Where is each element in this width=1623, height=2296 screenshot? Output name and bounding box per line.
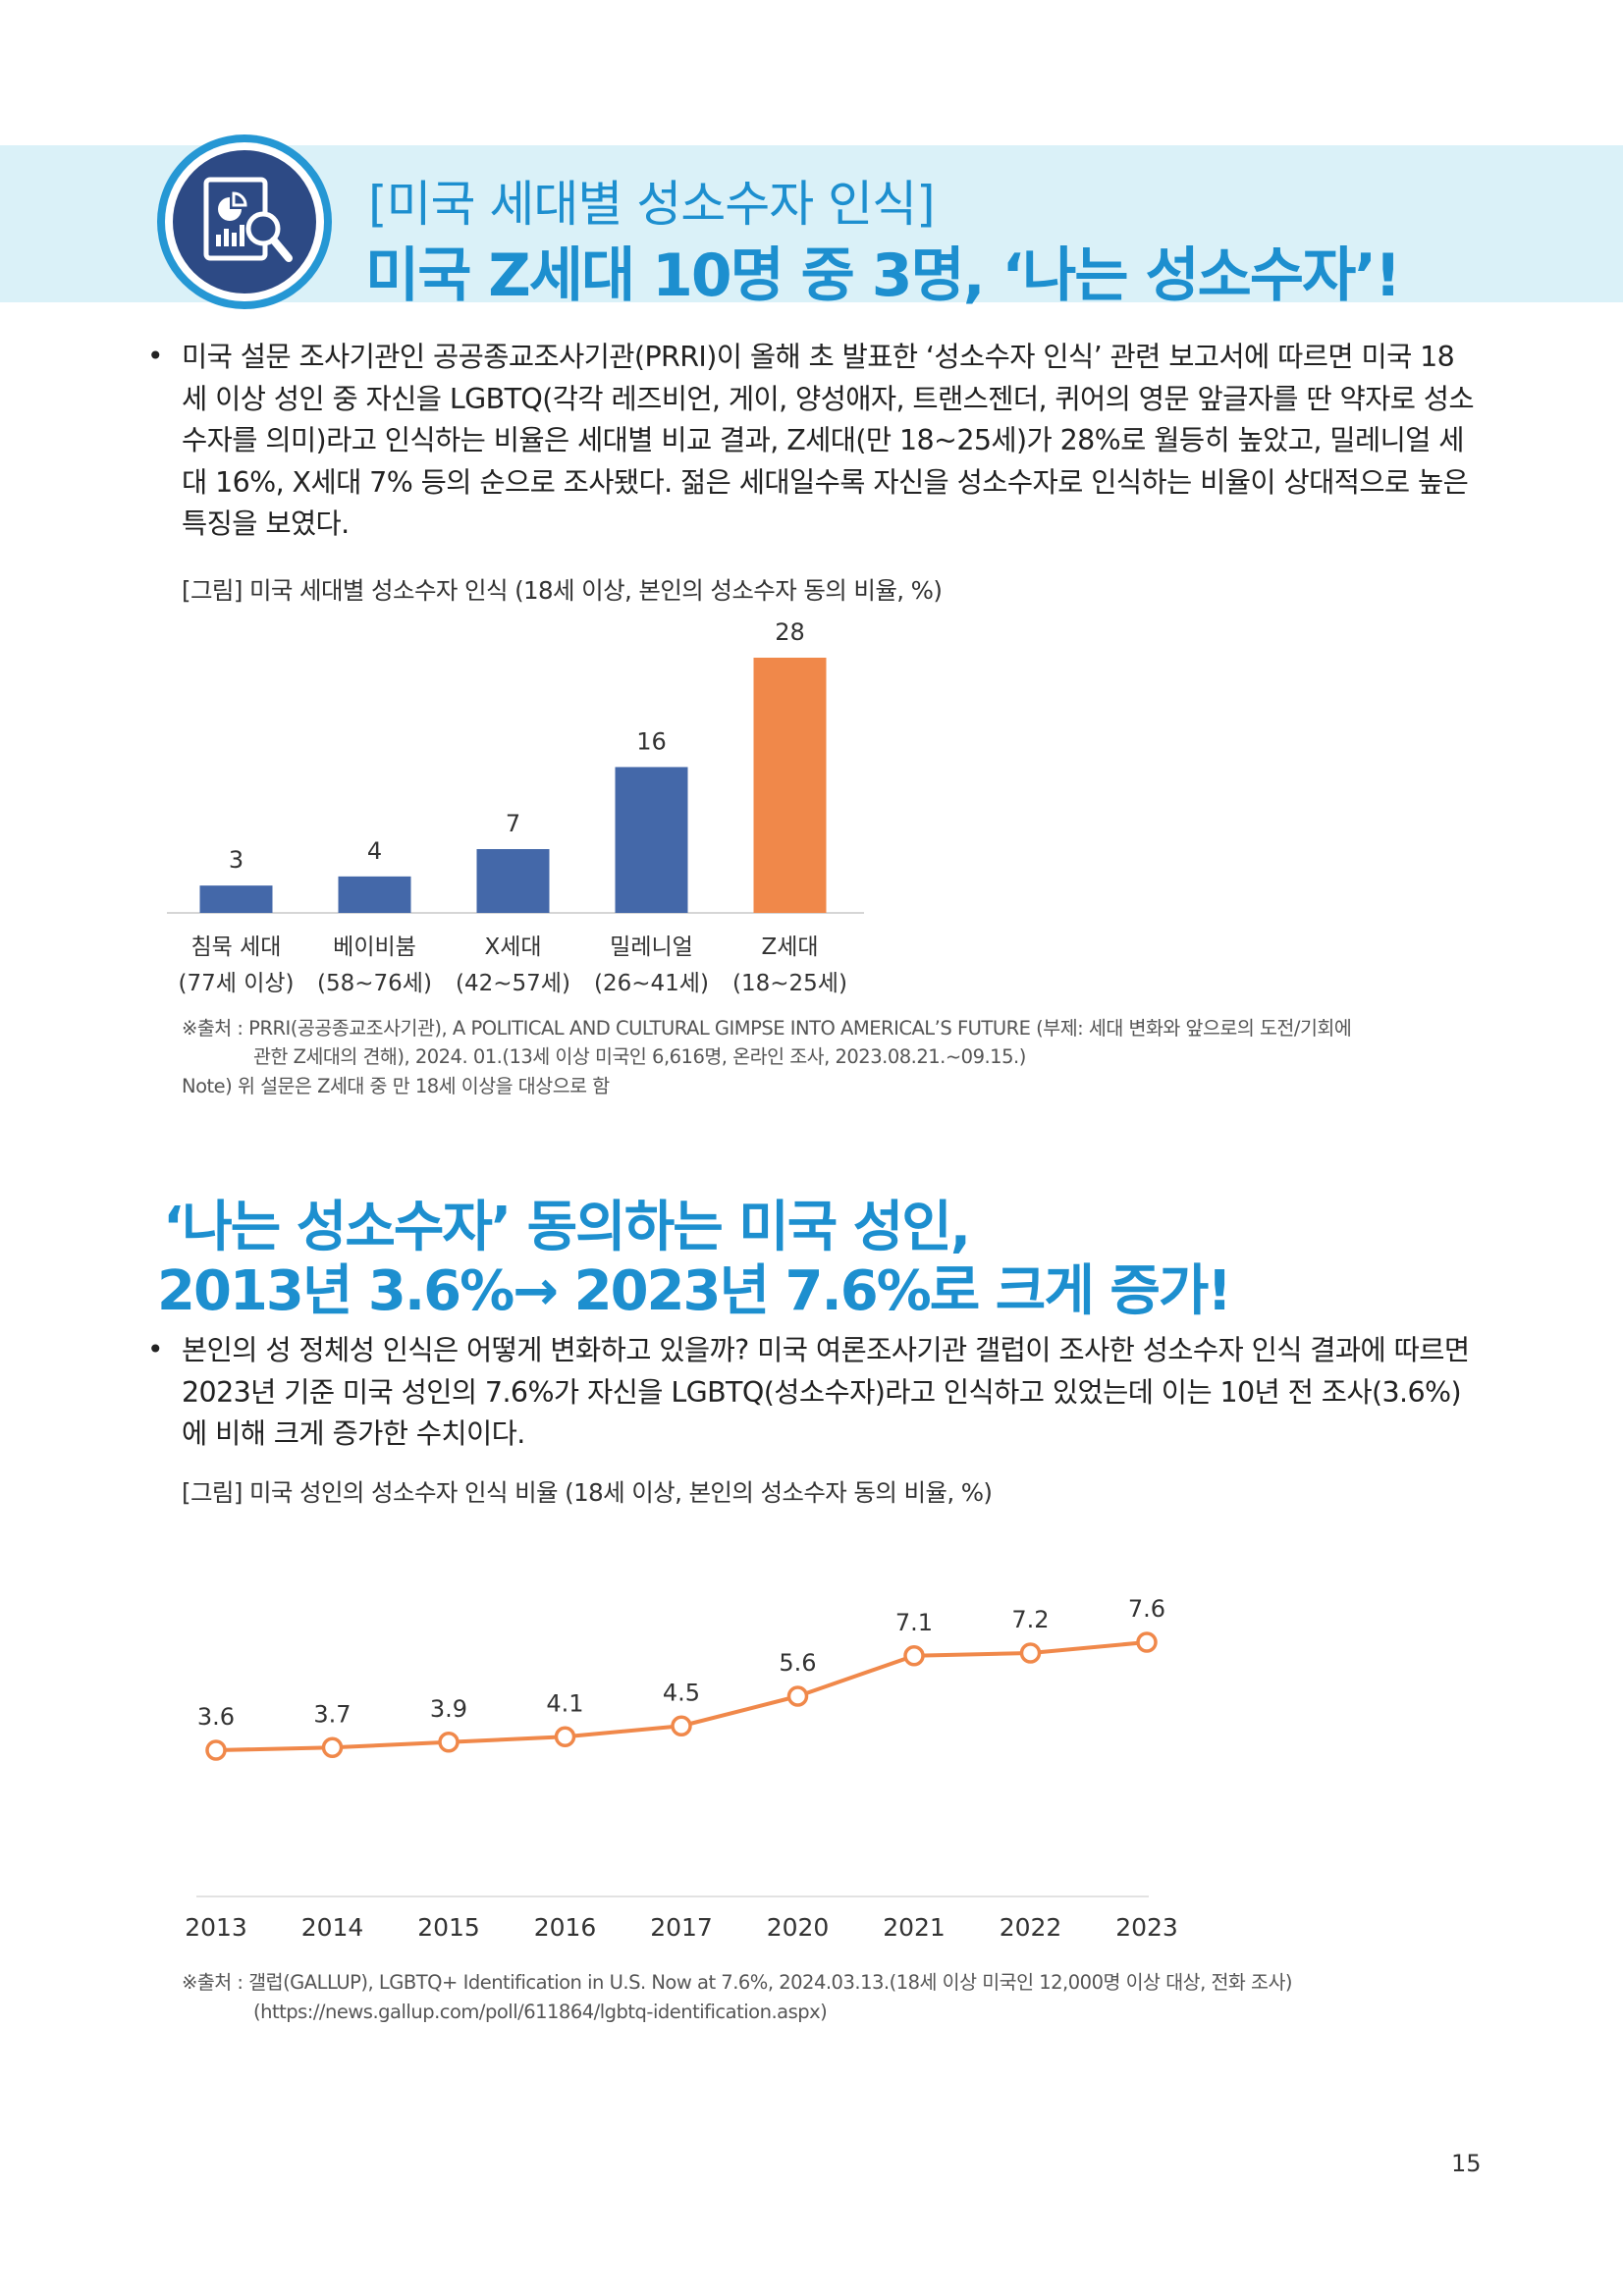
point-value-label: 7.6 [1128,1595,1165,1623]
figure2-source-url: (https://news.gallup.com/poll/611864/lgb… [253,2001,828,2023]
category-sublabel: (18~25세) [732,971,847,996]
year-tick-label: 2017 [650,1913,713,1942]
point-value-label: 3.6 [197,1703,235,1731]
bar [338,876,411,913]
page-number: 15 [1451,2150,1482,2177]
category-sublabel: (42~57세) [456,971,570,996]
figure1-caption: [그림] 미국 세대별 성소수자 인식 (18세 이상, 본인의 성소수자 동의… [182,576,943,605]
year-tick-label: 2015 [417,1913,480,1942]
year-tick-label: 2022 [1000,1913,1062,1942]
data-point [1019,1642,1042,1664]
point-value-label: 3.9 [430,1695,467,1723]
category-sublabel: (26~41세) [594,971,709,996]
data-point [321,1736,344,1758]
figure1-source: ※출처 : PRRI(공공종교조사기관), A POLITICAL AND CU… [182,1017,1352,1040]
figure1-source-cont: 관한 Z세대의 견해), 2024. 01.(13세 이상 미국인 6,616명… [253,1045,1026,1068]
data-point [903,1645,925,1667]
year-tick-label: 2023 [1115,1913,1178,1942]
bullet-marker: • [147,1333,164,1365]
header-subtitle: [미국 세대별 성소수자 인식] [368,176,936,233]
year-tick-label: 2013 [185,1913,247,1942]
report-magnifier-icon [203,177,293,262]
data-point [205,1739,227,1761]
year-tick-label: 2021 [883,1913,946,1942]
bar-value-label: 4 [367,837,382,865]
bar [615,767,688,913]
data-point [438,1732,460,1753]
category-sublabel: (58~76세) [317,971,432,996]
category-label: 밀레니얼 [610,934,693,960]
yearly-line-chart: 3.6 2013 3.7 2014 3.9 2015 4.1 2016 4.5 2017 5.6 20… [185,1595,1178,1942]
figure2-source: ※출처 : 갤럽(GALLUP), LGBTQ+ Identification … [182,1971,1293,1994]
bar-value-label: 7 [506,810,520,837]
point-value-label: 7.2 [1011,1606,1049,1633]
point-value-label: 7.1 [895,1609,933,1636]
category-sublabel: (77세 이상) [178,971,294,996]
figure2-caption: [그림] 미국 성인의 성소수자 인식 비율 (18세 이상, 본인의 성소수자… [182,1478,993,1507]
figure1-note: Note) 위 설문은 Z세대 중 만 18세 이상을 대상으로 함 [182,1075,610,1097]
generation-bar-chart: 3 침묵 세대 (77세 이상) 4 베이비붐 (58~76세) 7 X세대 (42~57세) 1… [167,618,864,996]
header-title: 미국 Z세대 10명 중 3명, ‘나는 성소수자’! [365,241,1401,310]
category-label: 침묵 세대 [191,934,282,960]
bar [476,849,550,913]
year-tick-label: 2016 [534,1913,597,1942]
section2-heading-line2: 2013년 3.6%→ 2023년 7.6%로 크게 증가! [157,1259,1232,1323]
section2-heading-line1: ‘나는 성소수자’ 동의하는 미국 성인, [163,1196,971,1259]
point-value-label: 5.6 [779,1649,816,1677]
category-label: 베이비붐 [333,934,416,960]
data-point [554,1726,576,1747]
data-point [786,1685,809,1707]
category-label: X세대 [484,934,541,960]
section2-paragraph: 본인의 성 정체성 인식은 어떻게 변화하고 있을까? 미국 여론조사기관 갤럽… [182,1334,1470,1450]
bar [753,658,827,913]
year-tick-label: 2014 [301,1913,364,1942]
year-tick-label: 2020 [767,1913,830,1942]
data-point [1136,1631,1158,1653]
point-value-label: 4.5 [663,1679,700,1706]
bar-value-label: 3 [229,846,243,874]
section1-paragraph: 미국 설문 조사기관인 공공종교조사기관(PRRI)이 올해 초 발표한 ‘성소… [182,341,1475,540]
point-value-label: 3.7 [313,1700,351,1728]
bar-value-label: 16 [636,727,667,755]
bullet-marker: • [147,340,164,372]
bar-value-label: 28 [775,618,805,646]
point-value-label: 4.1 [546,1689,583,1717]
bar [199,885,273,913]
data-point [671,1715,692,1736]
badge-inner [173,150,316,294]
category-label: Z세대 [761,934,818,960]
